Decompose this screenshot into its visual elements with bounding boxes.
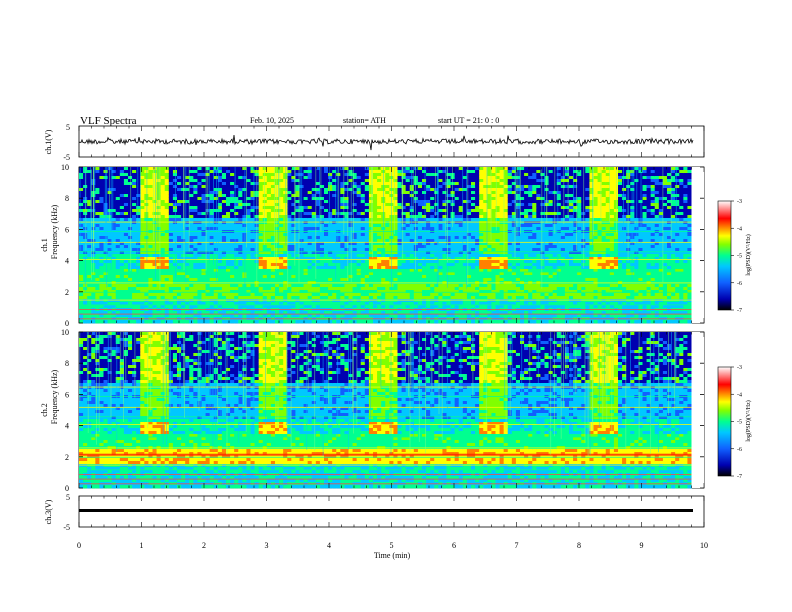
ch2-spectrogram-image [79, 332, 704, 488]
xtick-label: 1 [140, 541, 144, 550]
ch2-colorbar-label: log(PSD)(V²/Hz) [745, 400, 752, 441]
ch1-freq-label: Frequency (kHz) [50, 204, 59, 259]
xtick-label: 9 [640, 541, 644, 550]
ch3-waveform-panel: 5 -5 ch.3(V) [44, 493, 704, 532]
colorbar-tick-label: -6 [737, 281, 742, 287]
colorbar-tick-label: -7 [737, 308, 742, 314]
start-time-label: start UT = 21: 0 : 0 [438, 116, 499, 125]
ch1-waveform-panel: 5 -5 ch.1(V) [44, 123, 704, 162]
ch1-channel-label: ch.1 [40, 238, 49, 252]
ch3-ylabel: ch.3(V) [44, 499, 53, 524]
colorbar-tick-label: -4 [737, 392, 742, 398]
ytick-label: 8 [65, 359, 69, 368]
ytick-label: 10 [61, 328, 69, 337]
ch1-spectrogram-image [79, 167, 704, 323]
ch1-colorbar: -3 -4 -5 -6 -7 log(PSD)(V²/Hz) [718, 199, 752, 314]
ytick-label: 2 [65, 453, 69, 462]
colorbar-tick-label: -6 [737, 447, 742, 453]
xtick-label: 3 [265, 541, 269, 550]
colorbar-tick-label: -7 [737, 474, 742, 480]
ch2-spectrogram-panel: 10 8 6 4 2 0 ch.2 Frequency (kHz) [40, 328, 704, 493]
ch1-ytick-top: 5 [66, 123, 70, 132]
ch2-channel-label: ch.2 [40, 403, 49, 417]
ch3-trace [79, 509, 693, 512]
ytick-label: 4 [65, 422, 69, 431]
ytick-label: 4 [65, 257, 69, 266]
ch2-freq-label: Frequency (kHz) [50, 369, 59, 424]
ytick-label: 0 [65, 484, 69, 493]
ytick-label: 2 [65, 288, 69, 297]
xtick-label: 6 [452, 541, 456, 550]
x-axis-label: Time (min) [374, 551, 411, 560]
xtick-label: 10 [700, 541, 708, 550]
colorbar-tick-label: -3 [737, 365, 742, 371]
ytick-label: 0 [65, 319, 69, 328]
ytick-label: 10 [61, 163, 69, 172]
xtick-label: 8 [577, 541, 581, 550]
ch1-ytick-bottom: -5 [63, 153, 70, 162]
xtick-label: 7 [515, 541, 519, 550]
ch3-ytick-bottom: -5 [63, 523, 70, 532]
ytick-label: 6 [65, 225, 69, 234]
ytick-label: 6 [65, 390, 69, 399]
colorbar-tick-label: -5 [737, 420, 742, 426]
colorbar-tick-label: -4 [737, 226, 742, 232]
figure-title: VLF Spectra [80, 115, 137, 127]
ch1-colorbar-label: log(PSD)(V²/Hz) [745, 234, 752, 275]
ytick-label: 8 [65, 194, 69, 203]
ch1-spectrogram-panel: 10 8 6 4 2 0 ch.1 Frequency (kHz) [40, 163, 704, 328]
xtick-label: 0 [77, 541, 81, 550]
station-label: station= ATH [343, 116, 386, 125]
xtick-label: 2 [202, 541, 206, 550]
xtick-label: 5 [390, 541, 394, 550]
ch1-ylabel: ch.1(V) [44, 129, 53, 154]
colorbar-tick-label: -3 [737, 199, 742, 205]
date-label: Feb. 10, 2025 [250, 116, 294, 125]
ch3-ytick-top: 5 [66, 493, 70, 502]
colorbar-tick-label: -5 [737, 254, 742, 260]
ch2-colorbar: -3 -4 -5 -6 -7 log(PSD)(V²/Hz) [718, 365, 752, 480]
xtick-label: 4 [327, 541, 331, 550]
